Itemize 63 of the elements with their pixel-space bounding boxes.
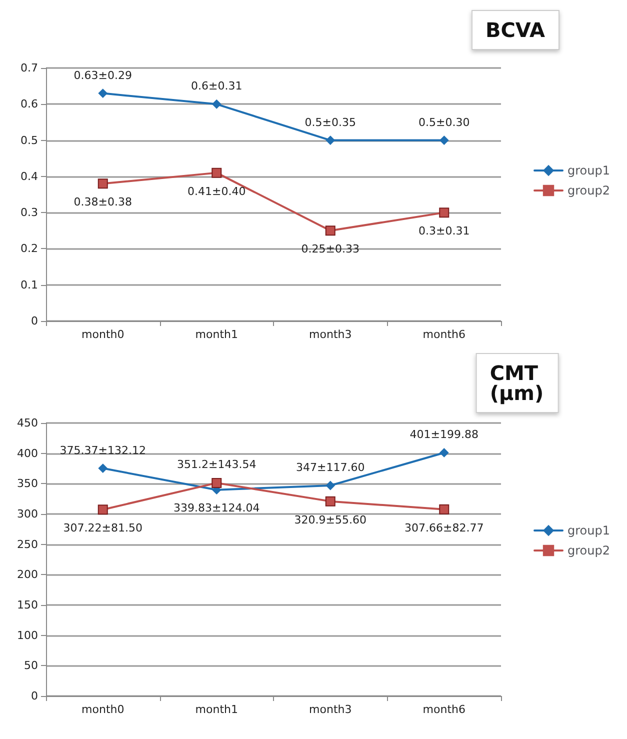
- y-tick-label: 0: [31, 314, 38, 328]
- y-tick-label: 150: [17, 598, 38, 612]
- x-tick-label: month3: [309, 703, 352, 716]
- data-label: 0.38±0.38: [74, 196, 132, 209]
- y-tick-label: 0.3: [20, 206, 38, 220]
- legend-label: group2: [568, 544, 610, 558]
- y-tick-label: 0: [31, 690, 38, 702]
- data-label: 0.5±0.30: [418, 116, 470, 129]
- y-tick-label: 200: [17, 568, 38, 582]
- point: [98, 88, 108, 98]
- point: [326, 480, 335, 490]
- x-tick-label: month6: [422, 703, 466, 716]
- point: [98, 464, 108, 473]
- y-tick-label: 50: [24, 659, 38, 672]
- x-tick-label: month6: [422, 328, 466, 341]
- point: [212, 100, 222, 109]
- legend-label: group1: [568, 164, 610, 178]
- data-label: 307.22±81.50: [63, 522, 142, 535]
- y-tick-label: 300: [17, 508, 38, 520]
- y-tick-label: 0.5: [20, 134, 38, 147]
- data-label: 0.63±0.29: [74, 68, 132, 82]
- data-label: 401±199.88: [410, 428, 478, 442]
- y-tick-label: 100: [17, 628, 38, 642]
- data-label: 0.25±0.33: [301, 242, 360, 256]
- data-label: 339.83±124.04: [174, 501, 260, 514]
- point: [212, 168, 222, 178]
- y-tick-label: 0.2: [20, 242, 38, 256]
- point: [325, 226, 336, 236]
- data-label: 0.6±0.31: [191, 80, 242, 93]
- point: [212, 478, 222, 488]
- chart-title: BCVA: [485, 18, 546, 42]
- x-tick-label: month3: [309, 328, 352, 341]
- x-tick-label: month0: [82, 703, 124, 716]
- y-tick-label: 350: [17, 477, 38, 490]
- data-label: 0.3±0.31: [418, 224, 470, 238]
- point: [439, 504, 450, 514]
- y-tick-label: 250: [17, 538, 38, 551]
- legend-label: group1: [568, 524, 610, 538]
- y-tick-label: 0.1: [20, 278, 38, 292]
- data-label: 351.2±143.54: [177, 458, 256, 471]
- y-tick-label: 450: [17, 416, 38, 430]
- y-tick-label: 0.6: [20, 98, 38, 111]
- point: [439, 208, 450, 218]
- legend-label: group2: [568, 184, 610, 198]
- x-tick-label: month1: [195, 328, 238, 341]
- point: [440, 448, 449, 458]
- point: [98, 178, 108, 189]
- x-tick-label: month1: [195, 703, 238, 716]
- y-tick-label: 0.7: [20, 62, 38, 74]
- data-label: 320.9±55.60: [294, 513, 366, 526]
- data-label: 307.66±82.77: [404, 521, 484, 534]
- x-tick-label: month0: [82, 328, 124, 341]
- y-tick-label: 400: [17, 446, 38, 460]
- point: [326, 136, 335, 145]
- point: [440, 136, 449, 145]
- data-label: 0.41±0.40: [188, 184, 246, 198]
- chart-title: CMT (μm): [490, 361, 545, 405]
- data-label: 0.5±0.35: [304, 116, 356, 129]
- data-label: 347±117.60: [296, 460, 365, 474]
- point: [98, 504, 108, 515]
- data-label: 375.37±132.12: [60, 444, 146, 457]
- point: [325, 496, 336, 506]
- y-tick-label: 0.4: [20, 170, 38, 183]
